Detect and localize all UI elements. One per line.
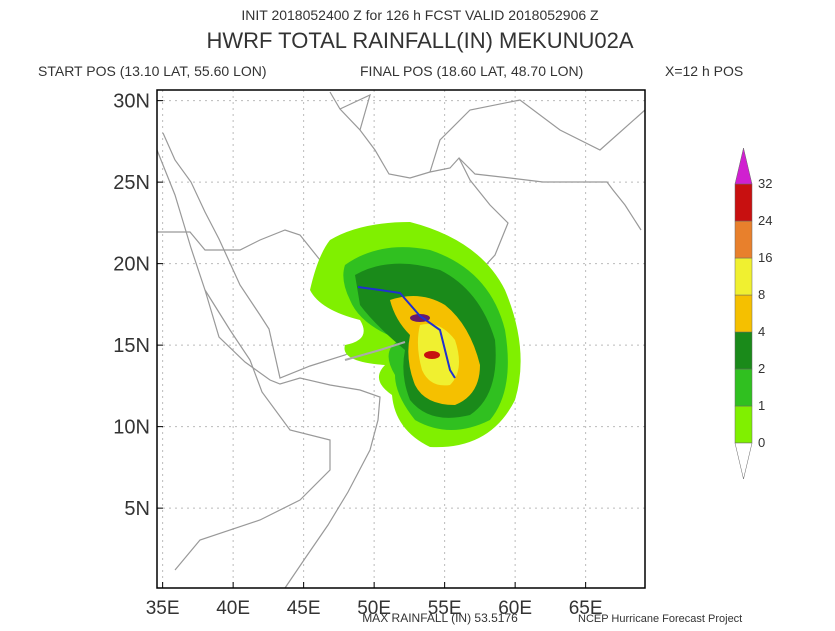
lat-label: 10N	[113, 417, 150, 439]
colorbar-segment	[734, 220, 753, 259]
colorbar-label: 24	[758, 213, 772, 228]
start-pos: START POS (13.10 LAT, 55.60 LON)	[38, 63, 267, 79]
lon-label: 50E	[357, 598, 391, 619]
colorbar-label: 32	[758, 176, 772, 191]
credit: NCEP Hurricane Forecast Project	[578, 613, 742, 625]
lon-label: 35E	[146, 598, 180, 619]
colorbar-label: 8	[758, 287, 765, 302]
init-line: INIT 2018052400 Z for 126 h FCST VALID 2…	[241, 7, 599, 23]
map-frame	[156, 89, 646, 589]
colorbar-segment	[734, 257, 753, 296]
final-pos: FINAL POS (18.60 LAT, 48.70 LON)	[360, 63, 583, 79]
lon-label: 40E	[216, 598, 250, 619]
colorbar-label: 0	[758, 435, 765, 450]
lon-label: 45E	[287, 598, 321, 619]
legend-note: X=12 h POS	[665, 63, 743, 79]
max-rainfall: MAX RAINFALL (IN) 53.5176	[362, 611, 518, 625]
title: HWRF TOTAL RAINFALL(IN) MEKUNU02A	[206, 28, 633, 53]
lon-label: 65E	[569, 598, 603, 619]
colorbar-label: 2	[758, 361, 765, 376]
colorbar-segment	[734, 331, 753, 370]
lat-label: 15N	[113, 335, 150, 357]
colorbar-label: 1	[758, 398, 765, 413]
lon-label: 60E	[498, 598, 532, 619]
colorbar-label: 16	[758, 250, 772, 265]
colorbar-extend-bottom	[734, 442, 753, 480]
colorbar-segment	[734, 294, 753, 333]
colorbar-segment	[734, 368, 753, 407]
grid	[157, 90, 645, 588]
lat-label: 5N	[124, 498, 150, 520]
colorbar-label: 4	[758, 324, 765, 339]
lon-label: 55E	[428, 598, 462, 619]
lat-label: 20N	[113, 254, 150, 276]
colorbar-segment	[734, 183, 753, 222]
colorbar-extend-top	[734, 147, 753, 185]
rainfall-field	[310, 222, 521, 448]
lat-label: 25N	[113, 172, 150, 194]
lat-label: 30N	[113, 91, 150, 113]
colorbar-segment	[734, 405, 753, 444]
